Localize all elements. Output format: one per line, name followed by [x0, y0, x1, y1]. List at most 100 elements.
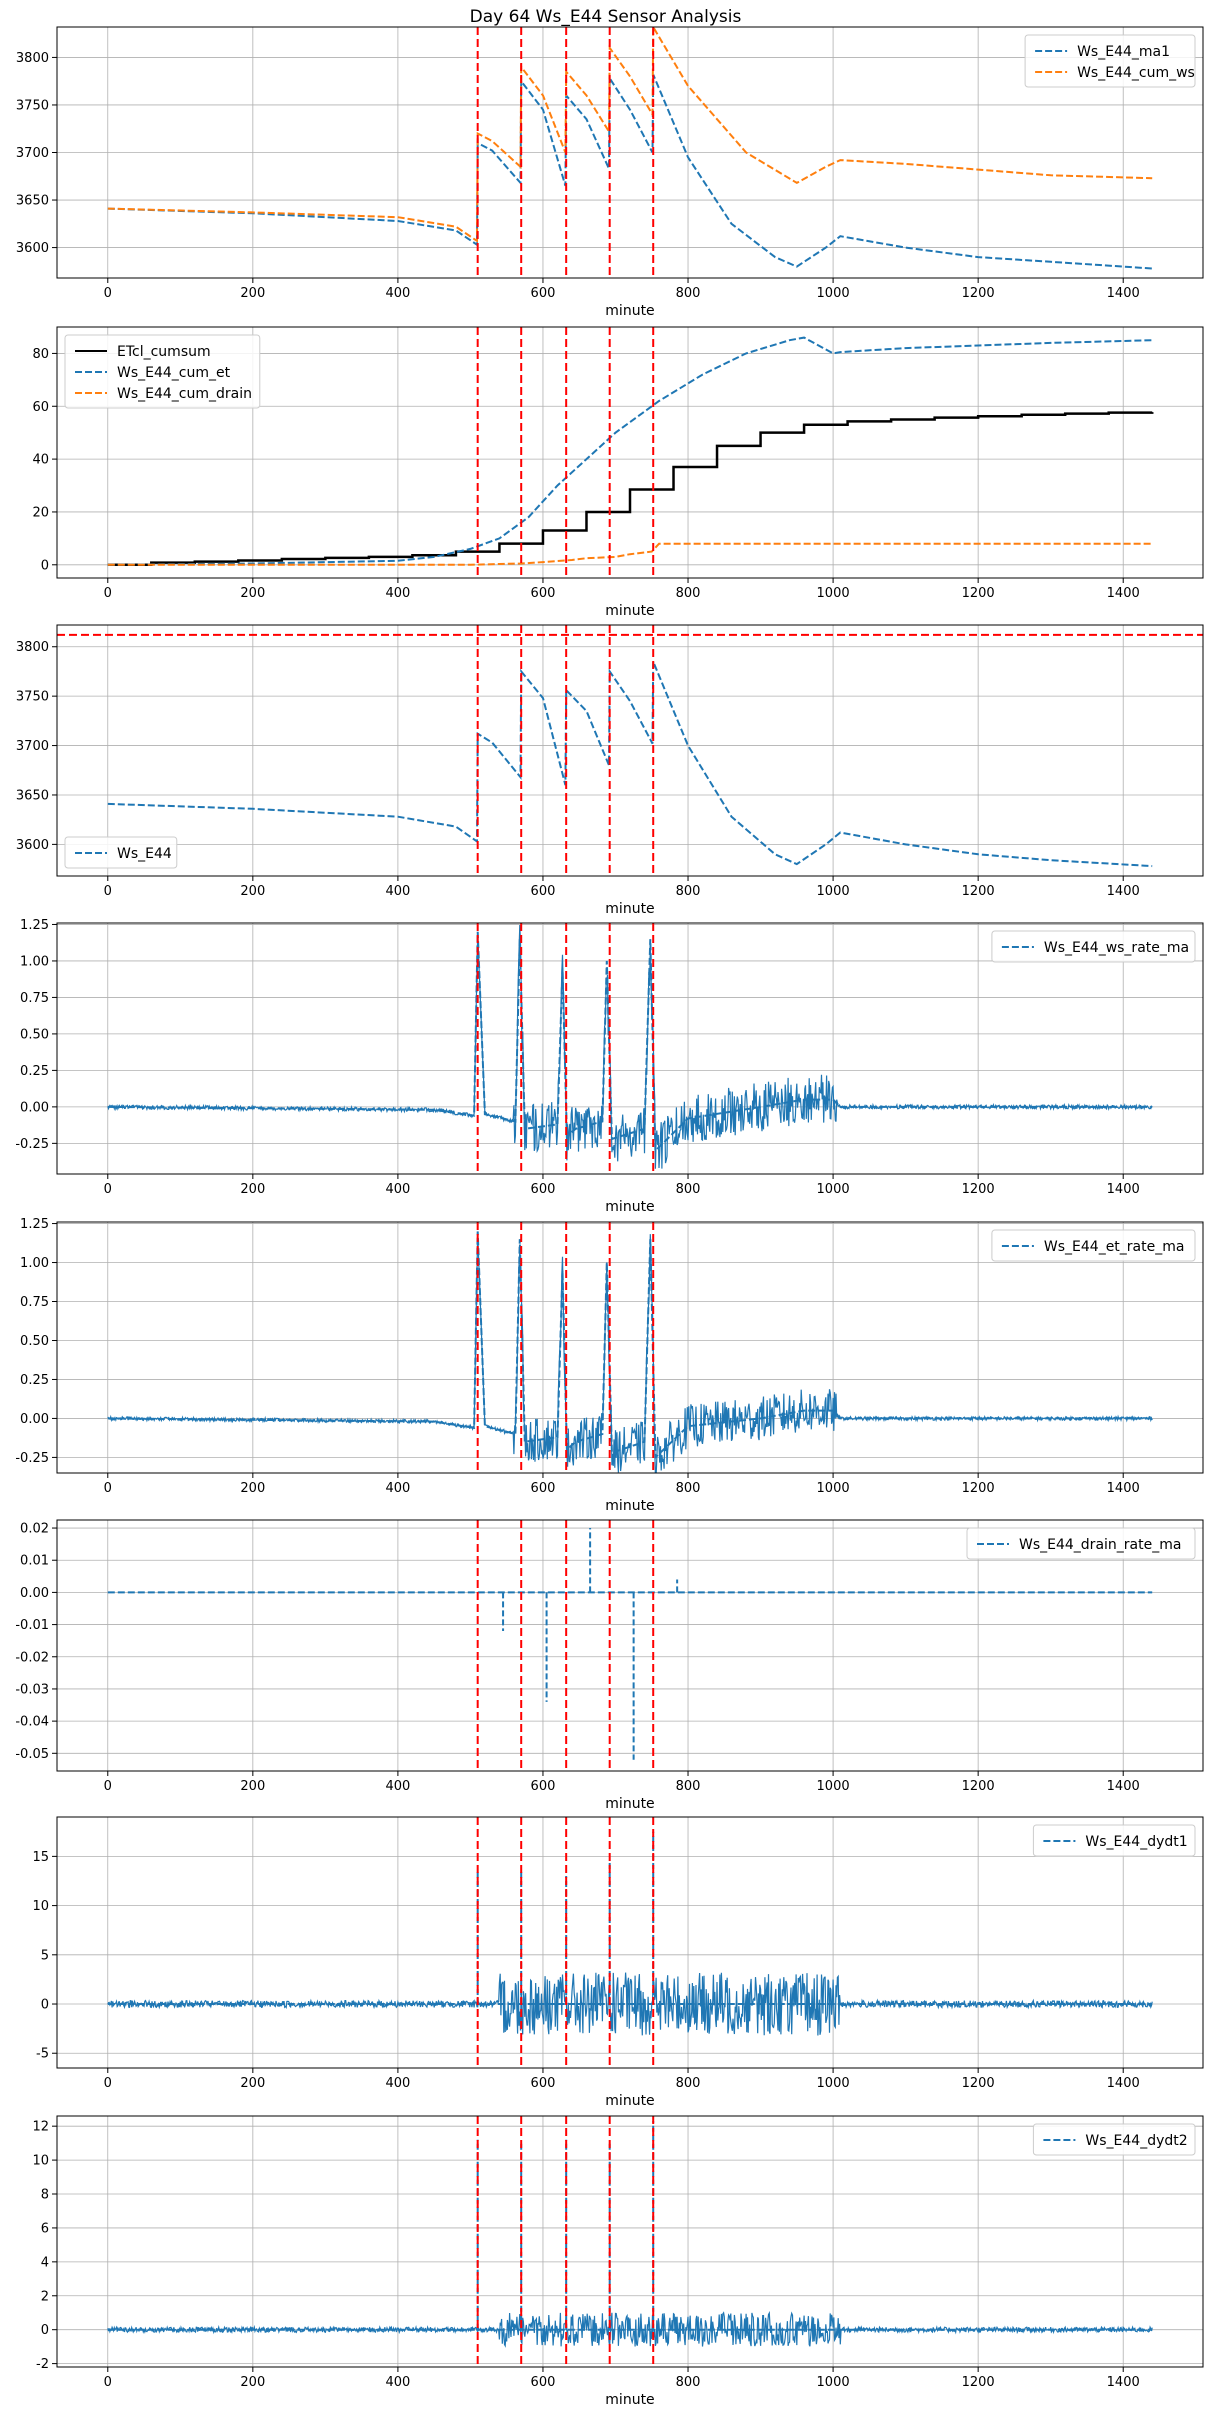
x-tick-label: 1000 — [817, 2076, 850, 2091]
legend-label: Ws_E44_ma1 — [1077, 44, 1170, 60]
y-tick-label: 3750 — [16, 98, 49, 113]
y-tick-label: 0.00 — [20, 1586, 49, 1601]
axes-frame — [56, 922, 1204, 1175]
axes-frame — [56, 624, 1204, 877]
y-tick-label: -5 — [36, 2047, 49, 2062]
y-tick-label: -0.03 — [15, 1682, 49, 1697]
x-tick-label: 1200 — [962, 286, 995, 301]
legend-box — [1032, 1824, 1196, 1857]
y-tick-label: 10 — [32, 1899, 49, 1914]
x-tick-label: 800 — [676, 2375, 701, 2390]
y-tick-label: 3800 — [16, 640, 49, 655]
x-tick-label: 800 — [676, 286, 701, 301]
y-tick-label: -0.04 — [15, 1715, 49, 1730]
series-line-Ws_E44_ws_rate_ma — [107, 931, 1153, 1154]
legend-label: Ws_E44 — [117, 846, 172, 862]
subplot-2: 0 200 400 600 800 1000 1200 1400 0 20 40 60 80 minute… — [32, 326, 1204, 619]
y-tick-label: 20 — [32, 505, 49, 520]
y-tick-label: 0.02 — [20, 1522, 49, 1537]
x-tick-label: 1200 — [962, 586, 995, 601]
x-tick-label: 200 — [240, 2375, 265, 2390]
x-tick-label: 1000 — [817, 1182, 850, 1197]
x-tick-label: 0 — [104, 586, 112, 601]
y-tick-label: 0 — [41, 1998, 49, 2013]
x-tick-label: 200 — [240, 2076, 265, 2091]
y-tick-label: 15 — [32, 1850, 49, 1865]
x-tick-label: 1400 — [1107, 286, 1140, 301]
subplot-6: 0 200 400 600 800 1000 1200 1400 -0.05 -0.04 -0.03… — [15, 1519, 1204, 1812]
x-tick-label: 1200 — [962, 2076, 995, 2091]
noise-trace — [107, 1972, 1153, 2036]
legend-label: Ws_E44_dydt1 — [1085, 1834, 1187, 1850]
y-tick-label: 0.75 — [20, 991, 49, 1006]
x-tick-label: 1400 — [1107, 2375, 1140, 2390]
x-tick-label: 0 — [104, 1182, 112, 1197]
x-tick-label: 600 — [531, 586, 556, 601]
y-tick-label: -0.05 — [15, 1747, 49, 1762]
x-tick-label: 600 — [531, 884, 556, 899]
x-tick-label: 1000 — [817, 286, 850, 301]
x-axis-label: minute — [605, 1796, 654, 1812]
y-tick-label: 0.01 — [20, 1554, 49, 1569]
legend-label: Ws_E44_dydt2 — [1085, 2133, 1187, 2149]
x-axis-label: minute — [605, 603, 654, 619]
x-axis-label: minute — [605, 1199, 654, 1215]
y-tick-label: 3650 — [16, 788, 49, 803]
legend: Ws_E44 — [64, 836, 178, 869]
y-tick-label: 3600 — [16, 838, 49, 853]
x-tick-label: 1400 — [1107, 2076, 1140, 2091]
x-axis-label: minute — [605, 2093, 654, 2109]
y-tick-label: 3650 — [16, 194, 49, 209]
x-tick-label: 800 — [676, 586, 701, 601]
x-tick-label: 1000 — [817, 884, 850, 899]
x-tick-label: 600 — [531, 286, 556, 301]
legend: ETcl_cumsum Ws_E44_cum_et Ws_E44_cum_drain — [64, 334, 261, 409]
x-tick-label: 1400 — [1107, 884, 1140, 899]
y-tick-label: -0.25 — [15, 1137, 49, 1152]
series-line-ETcl_cumsum — [107, 411, 1154, 567]
x-tick-label: 800 — [676, 2076, 701, 2091]
axes-frame — [56, 326, 1204, 579]
legend-label: Ws_E44_cum_et — [117, 365, 231, 381]
x-tick-label: 600 — [531, 1779, 556, 1794]
y-tick-label: 6 — [41, 2221, 49, 2236]
noise-trace — [107, 2310, 1153, 2348]
y-tick-label: 0.75 — [20, 1295, 49, 1310]
legend-box — [991, 930, 1196, 963]
y-tick-label: 1.25 — [20, 918, 49, 933]
y-tick-label: 10 — [32, 2154, 49, 2169]
y-tick-label: -2 — [36, 2357, 49, 2372]
series-line-Ws_E44_cum_ws — [107, 27, 1153, 243]
x-tick-label: 1400 — [1107, 1481, 1140, 1496]
legend-label: Ws_E44_ws_rate_ma — [1044, 940, 1189, 956]
x-tick-label: 200 — [240, 1481, 265, 1496]
y-tick-label: -0.25 — [15, 1451, 49, 1466]
figure-title: Day 64 Ws_E44 Sensor Analysis — [470, 7, 742, 27]
y-tick-label: -0.01 — [15, 1618, 49, 1633]
x-tick-label: 400 — [385, 884, 410, 899]
subplot-7: 0 200 400 600 800 1000 1200 1400 -5 0 5 10 15 minute W… — [32, 1816, 1204, 2109]
x-tick-label: 1200 — [962, 2375, 995, 2390]
x-tick-label: 200 — [240, 286, 265, 301]
plot-area — [107, 1520, 1153, 1771]
x-tick-label: 800 — [676, 1481, 701, 1496]
subplot-grid: 0 200 400 600 800 1000 1200 1400360036503700375… — [15, 26, 1204, 2408]
x-tick-label: 400 — [385, 2076, 410, 2091]
x-tick-label: 600 — [531, 2375, 556, 2390]
x-tick-label: 0 — [104, 1481, 112, 1496]
x-tick-label: 200 — [240, 884, 265, 899]
x-axis-label: minute — [605, 1498, 654, 1514]
x-tick-label: 400 — [385, 1182, 410, 1197]
subplot-1: 0 200 400 600 800 1000 1200 1400 3600 3650 3700 375… — [16, 26, 1204, 319]
x-tick-label: 0 — [104, 1779, 112, 1794]
x-tick-label: 1200 — [962, 1182, 995, 1197]
legend-label: Ws_E44_cum_ws — [1077, 65, 1195, 81]
x-axis-label: minute — [605, 303, 654, 319]
legend-box — [1032, 2123, 1196, 2156]
plot-area — [107, 923, 1153, 1174]
legend: Ws_E44_dydt1 — [1032, 1824, 1196, 1857]
x-tick-label: 1000 — [817, 1779, 850, 1794]
y-tick-label: 40 — [32, 453, 49, 468]
axes-frame — [56, 1519, 1204, 1772]
x-axis-label: minute — [605, 2392, 654, 2408]
